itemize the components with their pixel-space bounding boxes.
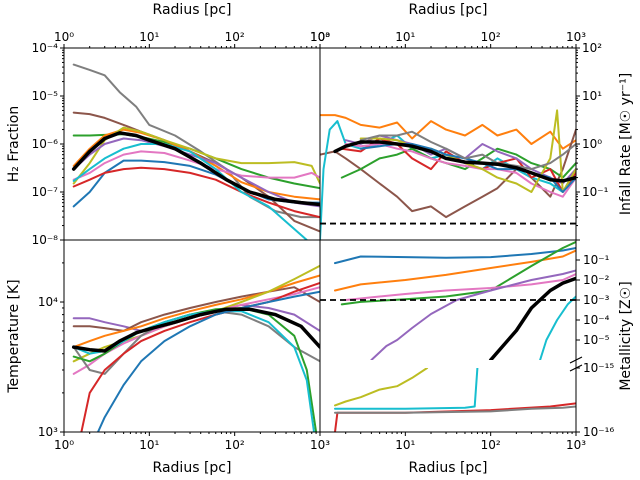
bottom-left-series-6 <box>72 307 318 432</box>
bottom-left-series-9 <box>97 290 320 432</box>
top-right-ytick-label: 10⁰ <box>582 137 602 151</box>
top-left-xtick-label: 10⁰ <box>54 30 74 44</box>
bottom-right-ytick-label: 10⁻¹⁵ <box>583 361 614 375</box>
top-left-ytick-label: 10⁻⁵ <box>32 89 59 103</box>
frame-bottom-right <box>319 239 577 433</box>
bottom-right-xtick-label: 10¹ <box>395 438 415 452</box>
bottom-left-series-group <box>71 264 320 432</box>
bottom-right-xlabel: Radius [pc] <box>409 460 488 476</box>
top-left-ytick-label: 10⁻⁴ <box>32 41 59 55</box>
top-left-xtick-label: 10³ <box>310 30 330 44</box>
bottom-right-ytick-label: 10⁻¹⁶ <box>583 425 614 439</box>
top-right-xtick-label: 10² <box>481 30 501 44</box>
bottom-right-upper-series-2 <box>340 240 576 306</box>
bottom-right-upper-series-1 <box>334 249 576 292</box>
bottom-left-series-10 <box>71 307 320 353</box>
top-right-xtick-label: 10⁰ <box>310 30 330 44</box>
top-right-ytick-label: 10⁻¹ <box>582 185 609 199</box>
top-left-series-9 <box>72 143 308 240</box>
top-right-series-1 <box>320 128 576 219</box>
bottom-right-xtick-label: 10³ <box>566 438 586 452</box>
bottom-right-upper-series-6 <box>488 276 576 360</box>
top-left-ytick-label: 10⁻⁸ <box>32 233 59 247</box>
top-right-xtick-label: 10³ <box>566 30 586 44</box>
top-right-xtick-label: 10¹ <box>395 30 415 44</box>
top-right-series-0 <box>320 114 576 150</box>
top-right-series-7 <box>359 109 576 193</box>
bottom-right-lower-series-3 <box>334 405 576 414</box>
top-left-xlabel: Radius [pc] <box>153 2 232 18</box>
top-left-series-6 <box>72 166 320 219</box>
top-left-xtick-label: 10² <box>225 30 245 44</box>
bottom-right-ytick-label: 10⁻² <box>583 273 610 287</box>
top-right-series-10 <box>333 140 576 183</box>
top-left-series-group <box>71 63 320 240</box>
top-left-series-3 <box>72 128 320 201</box>
top-right-series-3 <box>340 147 576 179</box>
bottom-left-xtick-label: 10² <box>225 438 245 452</box>
bottom-left-xlabel: Radius [pc] <box>153 460 232 476</box>
bottom-left-series-4 <box>72 286 320 375</box>
bottom-right-lower-series-0 <box>334 368 429 407</box>
bottom-right-ylabel: Metallicity [Z☉] <box>618 281 634 390</box>
bottom-left-ytick-label: 10⁴ <box>38 295 58 309</box>
bottom-left-ylabel: Temperature [K] <box>6 279 22 393</box>
top-right-series-9 <box>359 130 576 171</box>
top-left-ytick-label: 10⁻⁷ <box>32 185 59 199</box>
axis-frames <box>63 47 577 433</box>
bottom-right-lower-series-group <box>334 368 576 432</box>
top-right-ylabel: Infall Rate [M☉ yr⁻¹] <box>618 73 634 215</box>
bottom-right-xtick-label: 10² <box>481 438 501 452</box>
top-left-series-10 <box>71 131 320 207</box>
bottom-right-upper-series-group <box>334 240 576 360</box>
bottom-left-ytick-label: 10³ <box>38 425 58 439</box>
bottom-right-upper-series-4 <box>370 269 576 360</box>
top-left-xtick-label: 10¹ <box>139 30 159 44</box>
top-left-series-7 <box>72 150 320 181</box>
bottom-right-ytick-label: 10⁻⁵ <box>583 333 610 347</box>
bottom-right-ytick-label: 10⁻³ <box>583 293 610 307</box>
axis-break-gap <box>320 360 576 368</box>
bottom-left-xtick-label: 10⁰ <box>54 438 74 452</box>
plot-layer <box>71 63 576 432</box>
bottom-right-ytick-label: 10⁻⁴ <box>583 313 610 327</box>
bottom-right-lower-series-1 <box>334 368 479 410</box>
top-right-ytick-label: 10¹ <box>582 89 602 103</box>
top-right-series-group <box>320 109 576 240</box>
top-left-ytick-label: 10⁻⁶ <box>32 137 59 151</box>
top-right-series-6 <box>344 143 576 198</box>
bottom-right-upper-series-5 <box>539 295 576 360</box>
bottom-left-xtick-label: 10³ <box>310 438 330 452</box>
top-left-ylabel: H₂ Fraction <box>6 106 22 182</box>
top-right-ytick-label: 10² <box>582 41 602 55</box>
bottom-right-ytick-label: 10⁻¹ <box>583 253 610 267</box>
bottom-right-upper-series-3 <box>344 273 576 301</box>
top-right-xlabel: Radius [pc] <box>409 2 488 18</box>
bottom-left-xtick-label: 10¹ <box>139 438 159 452</box>
